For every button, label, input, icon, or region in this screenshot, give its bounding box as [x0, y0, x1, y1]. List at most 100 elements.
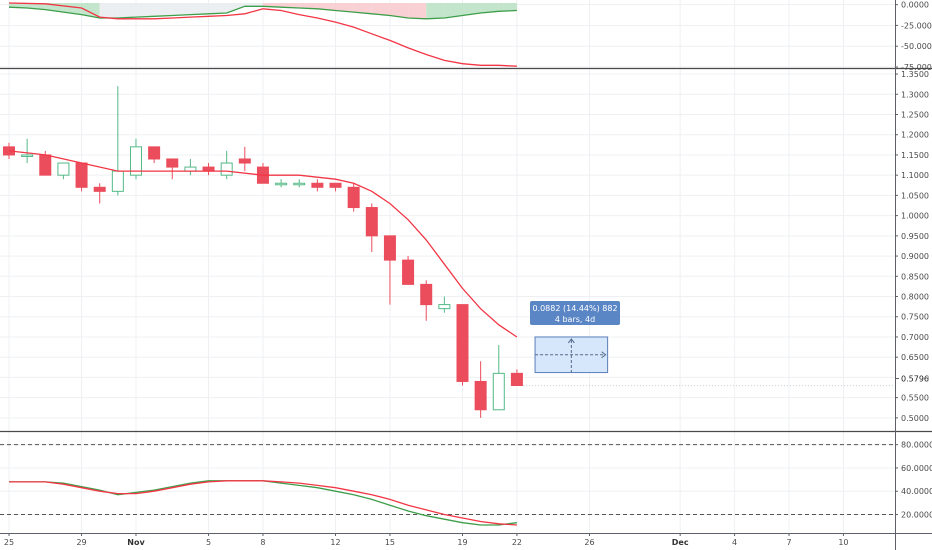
y-tick-label: 1.1500 [901, 151, 929, 160]
candle-down [347, 186, 360, 209]
y-tick-label: 0.0000 [901, 1, 929, 10]
y-tick-label: 1.0000 [901, 212, 929, 221]
y-tick-label: 0.6500 [901, 353, 929, 362]
oscillator-red-line [9, 480, 517, 526]
candle-down [148, 146, 161, 160]
candle-down [39, 154, 52, 176]
top-indicator-fill-segment [190, 3, 209, 15]
candle-down [166, 158, 179, 168]
x-tick-label: 19 [457, 538, 467, 547]
y-tick-label: 0.8000 [901, 293, 929, 302]
top-indicator-fill-segment [154, 3, 173, 17]
moving-average-line [8, 150, 518, 338]
top-indicator-fill-segment [136, 3, 155, 18]
top-indicator-fill-segment [208, 3, 227, 14]
candle-down [238, 158, 251, 164]
y-tick-label: 20.0000 [901, 511, 932, 520]
candle-down [420, 283, 433, 306]
x-tick-label: 7 [786, 538, 791, 547]
top-indicator-fill-segment [244, 3, 263, 7]
price-pane[interactable] [3, 86, 896, 418]
candle-down [365, 207, 378, 237]
top-indicator-pane[interactable] [8, 2, 517, 67]
top-indicator-red-line [8, 2, 517, 67]
top-indicator-fill-segment [426, 3, 445, 19]
y-tick-label: 80.0000 [901, 441, 932, 450]
y-tick-label: 1.2500 [901, 110, 929, 119]
top-indicator-fill-segment [408, 3, 427, 19]
x-tick-label: 25 [4, 538, 14, 547]
y-tick-label: 0.7000 [901, 333, 929, 342]
last-price-tag-background [896, 373, 928, 384]
candle-up [129, 146, 142, 176]
x-tick-label: 12 [330, 538, 340, 547]
y-tick-label: 1.0500 [901, 191, 929, 200]
top-indicator-green-line [8, 5, 517, 20]
candle-down [474, 380, 487, 411]
y-tick-label: 0.5500 [901, 394, 929, 403]
top-indicator-fill-segment [335, 3, 354, 13]
top-indicator-fill-segment [353, 3, 372, 14]
candle-up [275, 182, 288, 186]
y-tick-label: 1.3000 [901, 90, 929, 99]
x-tick-label: 10 [838, 538, 848, 547]
top-indicator-fill-segment [117, 3, 136, 18]
top-indicator-fill-segment [498, 3, 517, 12]
candle-up [21, 154, 34, 157]
x-tick-label: 26 [584, 538, 594, 547]
y-tick-label: 1.3500 [901, 70, 929, 79]
measure-arrow-right-icon [601, 351, 607, 359]
candle-up [220, 162, 233, 176]
last-price-tag-label: 0.5796 [901, 375, 929, 384]
measure-arrow-up-icon [567, 338, 575, 344]
y-tick-label: 1.1000 [901, 171, 929, 180]
oscillator-pane[interactable] [0, 444, 895, 526]
y-tick-label: 40.0000 [901, 487, 932, 496]
last-price-tag: 0.5796 [896, 373, 929, 384]
y-tick-label: 0.9000 [901, 252, 929, 261]
candle-up [57, 162, 70, 176]
measure-tooltip-line2: 4 bars, 4d [555, 315, 595, 324]
top-indicator-fill-segment [299, 3, 318, 9]
x-tick-label: 4 [732, 538, 737, 547]
x-tick-label: 15 [385, 538, 395, 547]
top-indicator-fill-segment [389, 3, 409, 18]
candle-down [510, 372, 523, 387]
candle-up [492, 372, 505, 411]
top-indicator-fill-segment [444, 3, 463, 18]
top-indicator-fill-segment [462, 3, 481, 16]
y-tick-label: 0.7500 [901, 313, 929, 322]
x-tick-label: 22 [512, 538, 522, 547]
candle-down [93, 186, 106, 192]
measure-tooltip: 0.0882 (14.44%) 882 4 bars, 4d [530, 301, 620, 325]
measure-tool[interactable]: 0.0882 (14.44%) 882 4 bars, 4d [530, 301, 620, 374]
y-tick-label: 1.2000 [901, 131, 929, 140]
candle-up [438, 304, 451, 310]
candle-up [293, 182, 306, 186]
x-tick-label: 29 [76, 538, 86, 547]
candle-up [111, 170, 124, 192]
y-tick-label: 0.9500 [901, 232, 929, 241]
candle-down [75, 162, 88, 188]
candle-down [456, 304, 469, 382]
x-tick-label: Dec [672, 538, 689, 547]
x-tick-label: Nov [127, 538, 145, 547]
top-indicator-fill-segment [226, 3, 245, 13]
x-tick-label: 5 [206, 538, 211, 547]
y-tick-label: -50.0000 [901, 42, 932, 51]
top-indicator-fill-segment [172, 3, 191, 16]
candle-down [402, 259, 415, 285]
y-tick-label: 60.0000 [901, 464, 932, 473]
y-tick-label: 0.8500 [901, 272, 929, 281]
measure-tooltip-background [530, 301, 620, 325]
top-indicator-fill-segment [480, 3, 499, 13]
y-tick-label: 0.5000 [901, 414, 929, 423]
x-tick-label: 8 [260, 538, 265, 547]
candle-down [383, 235, 396, 261]
y-tick-label: -25.0000 [901, 21, 932, 30]
top-indicator-fill-segment [99, 3, 118, 18]
y-tick-label: -75.0000 [901, 63, 932, 72]
